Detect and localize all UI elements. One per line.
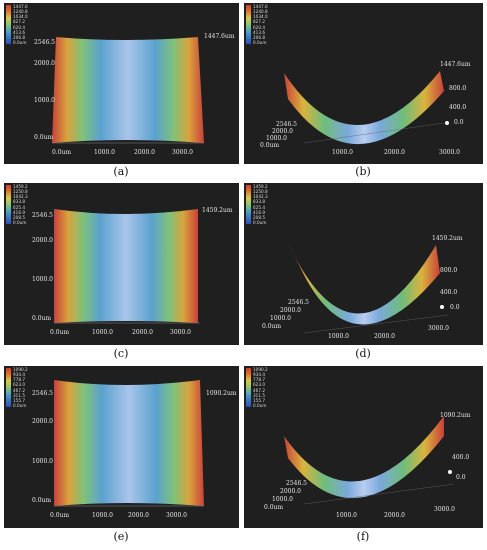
y-tick: 2000.0: [272, 128, 293, 135]
x-tick: 0.0um: [50, 512, 70, 519]
color-scale-legend: 1459.2 1250.8 1042.3 833.8 625.4 416.9 208.…: [246, 184, 268, 225]
caption-c: (c): [113, 347, 129, 360]
x-tick: 3000.0: [434, 506, 455, 513]
x-tick: 1000.0: [328, 333, 349, 340]
x-tick: 2000.0: [134, 149, 155, 156]
y-tick: 1000.0: [270, 315, 291, 322]
color-scale-legend: 1090.2 934.4 778.7 623.0 467.2 311.5 155.7 0…: [6, 367, 28, 408]
color-scale-legend: 1447.6 1240.8 1034.0 827.2 620.4 413.6 206.…: [246, 4, 268, 45]
x-tick: 2000.0: [132, 329, 153, 336]
x-tick: 3000.0: [428, 325, 449, 332]
panel-d: 1459.2 1250.8 1042.3 833.8 625.4 416.9 208.…: [244, 183, 483, 345]
y-tick: 0.0um: [34, 134, 54, 141]
x-tick: 0.0um: [52, 149, 72, 156]
surface-map-2d: [54, 380, 204, 507]
surface-map-2d: [52, 37, 204, 144]
x-tick: 2000.0: [374, 333, 395, 340]
y-tick: 2000.0: [32, 237, 53, 244]
color-scale-bar: [6, 185, 11, 224]
caption-a: (a): [113, 165, 129, 178]
panel-a: 1447.6 1240.8 1034.0 827.2 620.4 413.6 206.…: [4, 3, 239, 164]
panel-e: 1090.2 934.4 778.7 623.0 467.2 311.5 155.7 0…: [4, 366, 239, 528]
y-tick: 0.0um: [262, 323, 282, 330]
x-tick: 2000.0: [384, 149, 405, 156]
panel-b: 1447.6 1240.8 1034.0 827.2 620.4 413.6 206.…: [244, 3, 483, 164]
z-tick: 800.0: [440, 267, 458, 274]
x-tick: 0.0um: [50, 329, 70, 336]
z-tick: 0.0: [456, 474, 466, 481]
z-tick: 400.0: [452, 454, 470, 461]
z-tick: 400.0: [440, 289, 458, 296]
x-tick: 3000.0: [166, 512, 187, 519]
color-scale-legend: 1090.2 934.4 778.7 623.0 467.2 311.5 155.7 0…: [246, 367, 268, 408]
caption-e: (e): [113, 530, 129, 543]
y-tick: 2546.5: [288, 299, 309, 306]
x-tick: 1000.0: [92, 329, 113, 336]
color-scale-bar: [246, 5, 251, 44]
color-scale-bar: [6, 5, 11, 44]
caption-d: (d): [355, 347, 371, 360]
y-tick: 2546.5: [32, 390, 53, 397]
color-scale-bar: [6, 368, 11, 407]
y-tick: 2000.0: [32, 418, 53, 425]
y-tick: 2546.5: [34, 39, 55, 46]
color-scale-legend: 1459.2 1250.8 1042.3 833.8 625.4 416.9 208.…: [6, 184, 28, 225]
y-tick: 0.0um: [264, 504, 284, 511]
y-tick: 0.0um: [32, 497, 52, 504]
x-tick: 3000.0: [172, 149, 193, 156]
color-scale-bar: [246, 368, 251, 407]
y-tick: 0.0um: [32, 315, 52, 322]
max-height-label: 1459.2um: [432, 235, 463, 242]
surface-map-3d: [284, 416, 455, 505]
caption-b: (b): [355, 165, 371, 178]
max-height-label: 1447.6um: [440, 61, 471, 68]
max-height-label: 1090.2um: [206, 390, 237, 397]
z-tick: 800.0: [449, 85, 467, 92]
x-tick: 2000.0: [384, 512, 405, 519]
y-tick: 1000.0: [32, 458, 53, 465]
y-tick: 1000.0: [32, 276, 53, 283]
y-tick: 1000.0: [266, 135, 287, 142]
caption-f: (f): [356, 530, 370, 543]
y-tick: 1000.0: [34, 97, 55, 104]
surface-map-2d: [54, 209, 200, 324]
x-tick: 1000.0: [94, 149, 115, 156]
z-tick: 0.0: [454, 119, 464, 126]
max-height-label: 1090.2um: [440, 412, 471, 419]
y-tick: 2546.5: [286, 480, 307, 487]
color-scale-legend: 1447.6 1240.8 1034.0 827.2 620.4 413.6 206.…: [6, 4, 28, 45]
z-tick: 0.0: [450, 304, 460, 311]
y-tick: 2546.5: [276, 121, 297, 128]
max-height-label: 1447.6um: [204, 33, 235, 40]
z-tick: 400.0: [449, 104, 467, 111]
x-tick: 3000.0: [439, 149, 460, 156]
x-tick: 1000.0: [332, 149, 353, 156]
panel-f: 1090.2 934.4 778.7 623.0 467.2 311.5 155.7 0…: [244, 366, 483, 528]
x-tick: 2000.0: [128, 512, 149, 519]
panel-c: 1459.2 1250.8 1042.3 833.8 625.4 416.9 208.…: [4, 183, 239, 345]
x-tick: 1000.0: [336, 512, 357, 519]
y-tick: 1000.0: [272, 496, 293, 503]
y-tick: 2000.0: [34, 60, 55, 67]
y-tick: 0.0um: [260, 142, 280, 149]
surface-map-3d: [284, 71, 449, 145]
x-tick: 3000.0: [170, 329, 191, 336]
max-height-label: 1459.2um: [202, 207, 233, 214]
y-tick: 2000.0: [280, 307, 301, 314]
y-tick: 2000.0: [280, 488, 301, 495]
color-scale-bar: [246, 185, 251, 224]
surface-map-3d: [288, 243, 449, 334]
x-tick: 1000.0: [92, 512, 113, 519]
y-tick: 2546.5: [32, 212, 53, 219]
